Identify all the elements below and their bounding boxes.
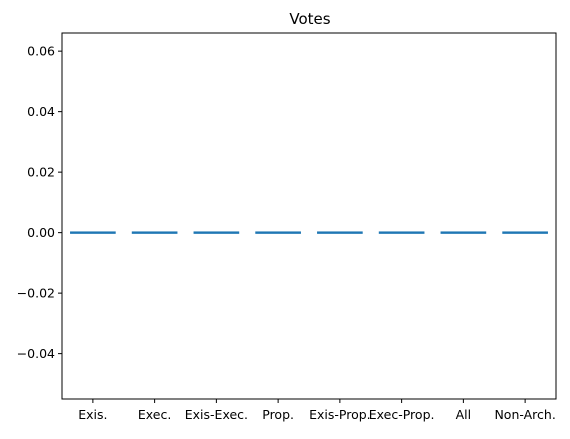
x-tick-label: Non-Arch. bbox=[494, 407, 555, 422]
plot-area bbox=[61, 32, 557, 400]
y-tick-label: −0.04 bbox=[17, 346, 55, 361]
x-tick-label: All bbox=[456, 407, 472, 422]
x-axis: Exis. Exec. Exis-Exec. Prop. Exis-Prop.Exec-… bbox=[78, 399, 556, 422]
y-tick-label: −0.02 bbox=[17, 286, 55, 301]
x-tick-label: Exis-Exec. bbox=[185, 407, 248, 422]
x-tick-label: Prop. bbox=[262, 407, 294, 422]
y-axis: −0.04 −0.02 0.00 0.02 0.04 0.06 bbox=[17, 44, 62, 361]
x-tick-label: Exec. bbox=[138, 407, 171, 422]
x-tick-label: Exec-Prop. bbox=[369, 407, 435, 422]
y-tick-label: 0.00 bbox=[27, 225, 55, 240]
x-tick-label: Exis-Prop. bbox=[309, 407, 371, 422]
y-tick-label: 0.02 bbox=[27, 165, 55, 180]
chart-title: Votes bbox=[289, 10, 330, 28]
plot-frame bbox=[61, 32, 557, 400]
x-tick-label: Exis. bbox=[78, 407, 107, 422]
y-tick-label: 0.06 bbox=[27, 44, 55, 59]
y-tick-label: 0.04 bbox=[27, 104, 55, 119]
